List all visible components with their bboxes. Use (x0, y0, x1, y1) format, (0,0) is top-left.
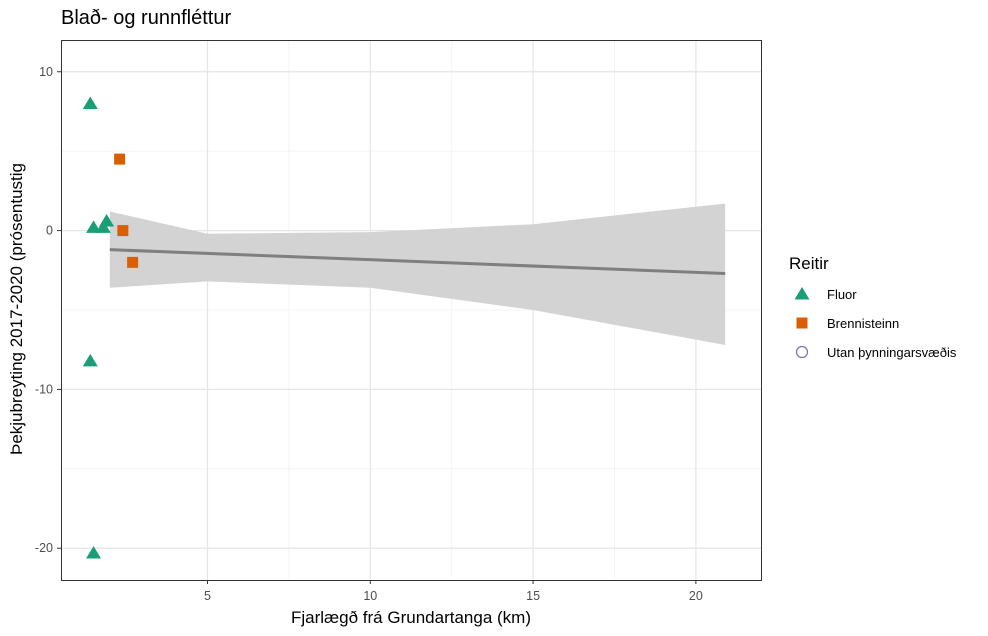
x-tick-label: 15 (526, 589, 540, 603)
data-point-fluor (86, 220, 102, 233)
chart-title: Blað- og runnfléttur (61, 7, 231, 29)
y-tick-label: -20 (35, 541, 53, 555)
legend-key-brennisteinn (796, 317, 808, 329)
legend-key-fluor (794, 287, 810, 300)
data-point-fluor (82, 353, 98, 367)
legend-key-utan (795, 345, 809, 359)
data-point-fluor (95, 220, 111, 233)
data-point-brennisteinn (114, 153, 126, 165)
legend-item-label: Utan þynningarsvæðis (827, 345, 957, 360)
x-tick-label: 10 (363, 589, 377, 603)
legend: Reitir Fluor Brennisteinn Utan þynningarsv… (789, 254, 957, 360)
legend-item-label: Fluor (827, 287, 857, 302)
y-tick-label: 10 (39, 65, 53, 79)
x-tick-label: 5 (204, 589, 211, 603)
trend-line (109, 248, 726, 275)
legend-title: Reitir (789, 254, 829, 273)
confidence-band-layer (109, 203, 726, 345)
trend-line-layer (109, 248, 726, 275)
x-tick-label: 20 (689, 589, 703, 603)
data-points (82, 96, 139, 559)
y-axis-ticks: 10 0 -10 -20 (35, 65, 61, 555)
y-tick-label: 0 (46, 224, 53, 238)
confidence-band (109, 203, 726, 345)
data-point-fluor (82, 96, 98, 110)
data-point-fluor (86, 546, 102, 559)
data-point-fluor (99, 214, 115, 227)
x-axis-ticks: 5 10 15 20 (204, 580, 703, 603)
y-tick-label: -10 (35, 382, 53, 396)
y-axis-title: Þekjubreyting 2017-2020 (prósentustig (7, 163, 26, 455)
data-point-brennisteinn (127, 256, 139, 268)
legend-item-label: Brennisteinn (827, 316, 899, 331)
data-point-brennisteinn (117, 225, 129, 237)
plot-panel-border (61, 40, 762, 581)
x-axis-title: Fjarlægð frá Grundartanga (km) (291, 608, 531, 627)
